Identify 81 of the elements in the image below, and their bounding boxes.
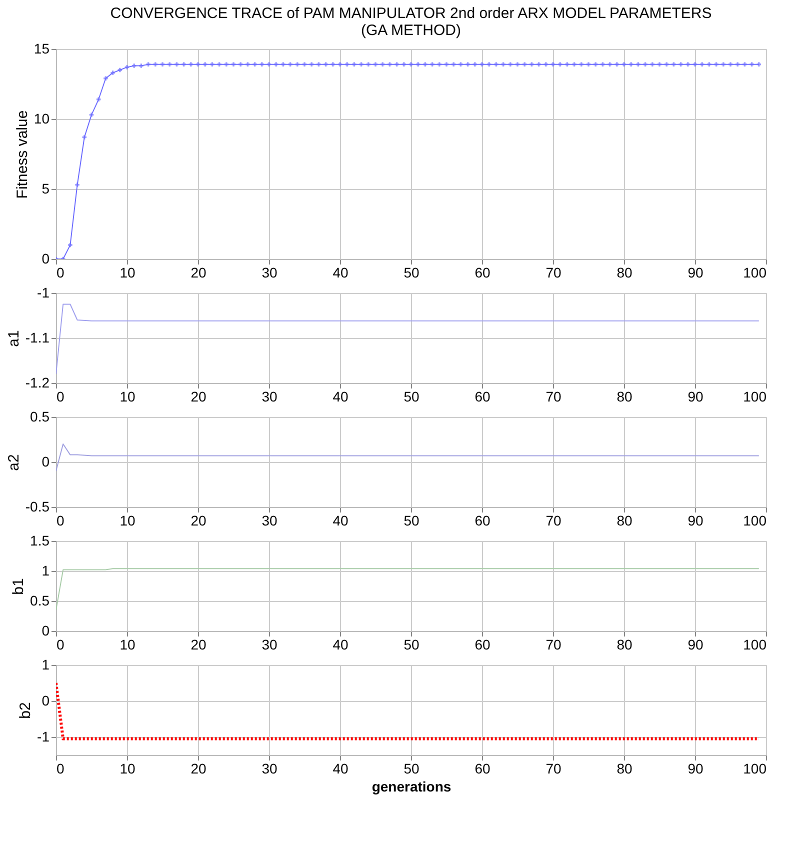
x-tick-label: 30: [262, 636, 278, 652]
x-tick-label: 20: [190, 760, 206, 776]
y-axis-title: b2: [17, 702, 34, 719]
x-tick-label: 10: [120, 264, 136, 280]
y-tick-label: 15: [34, 40, 50, 56]
y-tick-label: -1.1: [25, 330, 50, 346]
line-series: [56, 444, 760, 472]
x-tick-label: 30: [262, 760, 278, 776]
x-tick-label: 70: [546, 388, 562, 404]
x-tick-label: 80: [616, 636, 632, 652]
x-tick-label: 0: [56, 264, 64, 280]
x-tick-label: 90: [688, 264, 704, 280]
x-tick-label: 20: [190, 512, 206, 528]
x-tick-label: 80: [616, 760, 632, 776]
x-tick-label: 90: [688, 636, 704, 652]
x-tick-label: 100: [743, 636, 767, 652]
x-tick-label: 10: [120, 512, 136, 528]
x-tick-label: 60: [474, 388, 490, 404]
x-tick-label: 40: [332, 636, 348, 652]
x-tick-label: 0: [56, 388, 64, 404]
y-tick-label: 0.5: [30, 592, 50, 608]
x-tick-label: 60: [474, 760, 490, 776]
y-tick-label: -1: [37, 284, 50, 300]
x-tick-label: 10: [120, 388, 136, 404]
y-tick-label: -1: [37, 728, 50, 744]
x-tick-label: 50: [404, 512, 420, 528]
x-tick-label: 50: [404, 636, 420, 652]
y-tick-label: 1: [42, 656, 50, 672]
x-tick-label: 100: [743, 512, 767, 528]
x-tick-label: 50: [404, 760, 420, 776]
x-tick-label: 70: [546, 264, 562, 280]
x-tick-label: 20: [190, 388, 206, 404]
x-tick-label: 0: [56, 636, 64, 652]
x-tick-label: 50: [404, 264, 420, 280]
x-tick-label: 40: [332, 388, 348, 404]
x-tick-label: 80: [616, 388, 632, 404]
y-axis-title: b1: [10, 578, 28, 595]
y-tick-label: 1: [42, 562, 50, 578]
x-tick-label: 80: [616, 264, 632, 280]
x-tick-label: 60: [474, 264, 490, 280]
x-tick-label: 70: [546, 760, 562, 776]
x-tick-label: 40: [332, 264, 348, 280]
y-tick-label: 0: [42, 250, 50, 266]
x-tick-label: 40: [332, 512, 348, 528]
x-tick-label: 20: [190, 636, 206, 652]
x-tick-label: 70: [546, 512, 562, 528]
y-tick-label: 5: [42, 180, 50, 196]
y-axis-title: Fitness value: [14, 110, 31, 199]
x-tick-label: 60: [474, 512, 490, 528]
y-axis-title: a1: [5, 330, 22, 347]
chart-title: CONVERGENCE TRACE of PAM MANIPULATOR 2nd order ARX MODEL PARAMETERS (GA METHOD): [110, 5, 712, 39]
x-tick-label: 80: [616, 512, 632, 528]
y-tick-label: 0.5: [30, 408, 50, 424]
x-tick-label: 0: [56, 760, 64, 776]
y-tick-label: 1.5: [30, 532, 50, 548]
y-axis-title: a2: [5, 454, 22, 471]
x-tick-label: 100: [743, 264, 767, 280]
x-tick-label: 60: [474, 636, 490, 652]
x-tick-label: 40: [332, 760, 348, 776]
x-tick-label: 50: [404, 388, 420, 404]
line-series: [56, 304, 760, 374]
x-tick-label: 100: [743, 388, 767, 404]
x-tick-label: 10: [120, 636, 136, 652]
x-tick-label: 90: [688, 512, 704, 528]
y-tick-label: 0: [42, 454, 50, 470]
x-tick-label: 20: [190, 264, 206, 280]
x-tick-label: 0: [56, 512, 64, 528]
y-tick-label: 0: [42, 622, 50, 638]
x-tick-label: 30: [262, 388, 278, 404]
x-tick-label: 30: [262, 264, 278, 280]
x-axis-title: generations: [372, 778, 452, 794]
x-tick-label: 100: [743, 760, 767, 776]
y-tick-label: 10: [34, 110, 50, 126]
x-tick-label: 90: [688, 388, 704, 404]
x-tick-label: 10: [120, 760, 136, 776]
y-tick-label: 0: [42, 692, 50, 708]
x-tick-label: 90: [688, 760, 704, 776]
x-tick-label: 70: [546, 636, 562, 652]
y-tick-label: -1.2: [25, 374, 50, 390]
y-tick-label: -0.5: [25, 498, 50, 514]
x-tick-label: 30: [262, 512, 278, 528]
